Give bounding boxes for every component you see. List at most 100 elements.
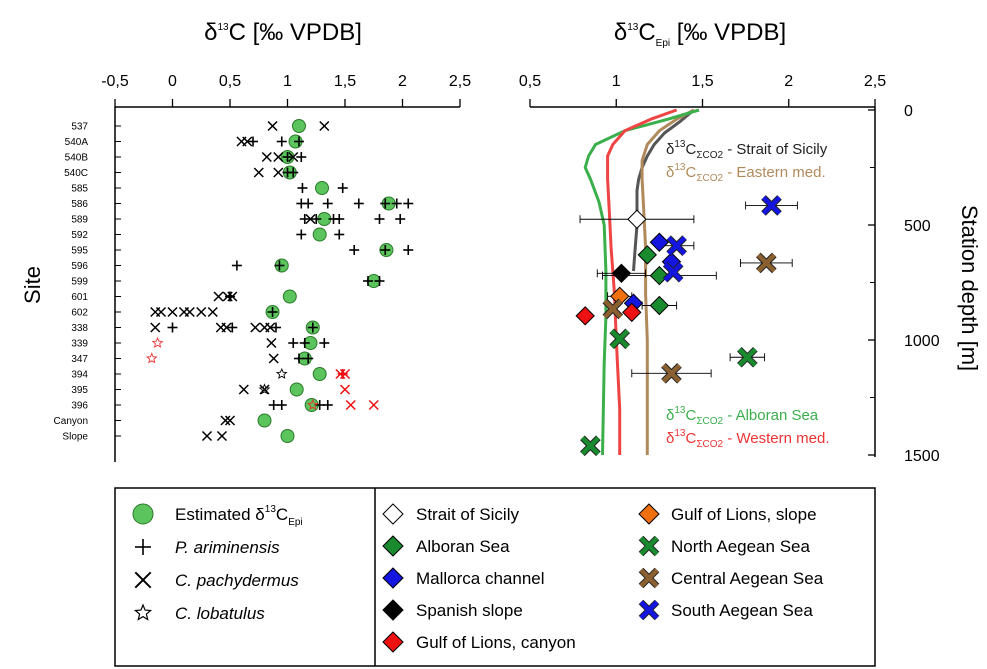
point-north-aegean-sea-0-stroke-b1: [737, 347, 757, 367]
right-panel: 0,5 1 1,5 2 2,5 0 500 1000 1500: [519, 73, 940, 465]
site-label-540A: 540A: [65, 137, 89, 148]
c-lobatulus-point-394-0: [275, 367, 288, 379]
legend-label-spanish-slope: Spanish slope: [416, 601, 523, 620]
p-ariminensis-point-339-0: [288, 338, 299, 348]
c-pachydermus-point-540C-0: [253, 167, 264, 178]
c-pachydermus-point-338-5: [265, 322, 276, 333]
p-ariminensis-point-595-2: [403, 245, 414, 255]
site-label-595: 595: [71, 246, 88, 257]
site-label-592: 592: [71, 230, 88, 241]
p-ariminensis-point-396-1: [276, 400, 287, 410]
site-label-537: 537: [71, 122, 88, 133]
c-pachydermus-point-Slope-0: [201, 430, 213, 442]
site-label-596: 596: [71, 261, 88, 272]
legend-label-south-aegean-sea: South Aegean Sea: [671, 601, 813, 620]
profile-eastern-med-: [640, 108, 695, 455]
c-lobatulus-point-339-0: [151, 336, 164, 348]
point-central-aegean-sea-0-stroke-b1: [756, 253, 776, 273]
legend-alboran-sea-diamond-icon: [382, 535, 404, 557]
annotation-alboran-sea: δ13CΣCO2 - Alboran Sea: [666, 405, 819, 427]
c-pachydermus-point-339-0: [266, 337, 277, 349]
depth-ticks: 0 500 1000 1500: [868, 103, 940, 465]
p-ariminensis-point-589-0: [299, 214, 310, 224]
c-pachydermus-point-338-5-b: [265, 322, 276, 333]
left-x-ticks: -0,5 0 0,5 1 1,5 2 2,5: [101, 73, 471, 107]
c-pachydermus-point-602-1: [155, 306, 167, 318]
p-ariminensis-point-596-1: [274, 260, 285, 271]
p-ariminensis-point-586-5: [391, 198, 402, 209]
c-pachydermus-point-602-5-b: [196, 306, 207, 318]
c-pachydermus-point-347-0-b: [268, 353, 279, 364]
left-panel-title: δ13C [‰ VPDB]: [204, 19, 362, 46]
legend-label-central-aegean-sea: Central Aegean Sea: [671, 569, 824, 588]
c-pachydermus-point-395-0-b: [238, 384, 249, 395]
left-data-marks: [145, 119, 414, 443]
legend-mallorca-channel-diamond-icon: [382, 567, 404, 589]
left-x-tick-label-3: 1: [283, 73, 292, 90]
c-pachydermus-point-338-2: [221, 322, 232, 333]
point-spanish-slope-0: [611, 263, 632, 284]
c-pachydermus-point-589-0-b: [305, 213, 316, 225]
depth-tick-label-3: 1500: [904, 448, 940, 465]
p-ariminensis-point-540C-1: [288, 167, 299, 178]
annotation-strait-of-sicily: δ13CΣCO2 - Strait of Sicily: [666, 139, 828, 161]
p-ariminensis-point-347-0: [294, 353, 304, 364]
point-gulf-of-lions-canyon-0: [575, 306, 595, 326]
c-pachydermus-point-540C-1-b: [273, 167, 284, 178]
site-label-586: 586: [71, 199, 88, 210]
c-pachydermus-point-537-0-b: [267, 120, 278, 132]
p-ariminensis-point-589-4: [374, 214, 385, 224]
left-x-tick-label-4: 1,5: [334, 73, 356, 90]
c-pachydermus-point-396-1: [368, 399, 379, 411]
right-x-tick-label-1: 1: [612, 73, 621, 90]
c-pachydermus-point-540B-1: [273, 151, 284, 163]
right-x-tick-label-4: 2,5: [864, 73, 886, 90]
left-panel: -0,5 0 0,5 1 1,5 2 2,5 537 540A 540B 540C 585 586 58…: [54, 73, 471, 462]
point-south-aegean-sea-2: [662, 261, 684, 283]
p-ariminensis-point-540A-1: [276, 136, 287, 147]
estimated-epi-point-395: [289, 382, 304, 397]
p-ariminensis-point-595-1: [380, 245, 391, 255]
c-pachydermus-point-602-2: [167, 306, 178, 318]
legend-label-sup: 13: [265, 504, 277, 515]
estimated-epi-point-592: [312, 227, 327, 242]
point-south-aegean-sea-0-stroke-b1: [761, 195, 782, 216]
p-ariminensis-point-338-1: [227, 322, 238, 333]
p-ariminensis-point-338-2: [271, 322, 281, 333]
legend-label-north-aegean-sea: North Aegean Sea: [671, 537, 810, 556]
legend-south-aegean-sea-x-icon: [638, 599, 660, 621]
c-pachydermus-point-540A-1: [242, 136, 253, 147]
legend-north-aegean-sea-x-icon: [638, 535, 660, 557]
c-pachydermus-point-Canyon-1: [224, 415, 236, 426]
point-north-aegean-sea-1-stroke-b1: [610, 329, 630, 349]
p-ariminensis-point-589-5: [395, 214, 406, 224]
c-pachydermus-point-537-0: [267, 120, 278, 132]
profile-western-med-: [606, 108, 678, 455]
point-south-aegean-sea-0: [761, 195, 782, 216]
c-pachydermus-point-540C-1: [273, 167, 284, 178]
c-pachydermus-point-540B-0: [261, 151, 272, 163]
legend-label-gulf-of-lions,-slope: Gulf of Lions, slope: [671, 505, 817, 524]
profile-annotations: δ13CΣCO2 - Strait of Sicily δ13CΣCO2 - E…: [666, 139, 830, 450]
c-pachydermus-point-395-2: [339, 384, 351, 395]
legend-north-aegean-sea-x-icon-stroke-b1: [639, 536, 659, 556]
site-label-602: 602: [71, 308, 88, 319]
point-alboran-sea-2: [649, 295, 670, 316]
site-label-347: 347: [71, 354, 88, 365]
c-pachydermus-point-589-0: [305, 213, 316, 225]
legend-label-gulf-of-lions-canyon: Gulf of Lions, canyon: [416, 633, 576, 652]
p-ariminensis-point-592-1: [334, 229, 345, 240]
c-pachydermus-point-Canyon-1-b: [224, 415, 236, 426]
p-ariminensis-point-585-1: [337, 183, 348, 193]
p-ariminensis-point-540A-2: [294, 136, 304, 147]
point-central-aegean-sea-2-stroke-b1: [661, 363, 682, 383]
right-data-marks: [575, 195, 798, 457]
profile-strait-of-sicily: [632, 108, 695, 272]
point-central-aegean-sea-1: [602, 298, 624, 320]
left-x-tick-label-5: 2: [398, 73, 407, 90]
point-strait-of-sicily-0: [627, 209, 647, 229]
legend-box: [114, 487, 876, 667]
point-mallorca-channel-0: [649, 232, 670, 252]
site-label-540C: 540C: [64, 168, 88, 179]
